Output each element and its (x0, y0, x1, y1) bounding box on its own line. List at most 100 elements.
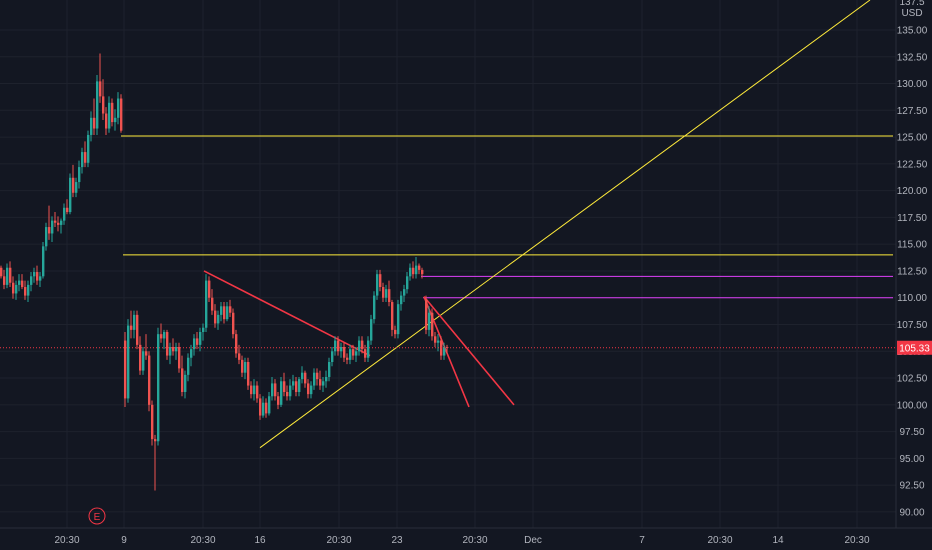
candle-body (443, 347, 446, 356)
candle (349, 344, 352, 365)
candle (42, 242, 45, 279)
candle-body (96, 81, 99, 129)
candle (286, 385, 289, 401)
price-tick-label: 107.50 (897, 320, 928, 331)
candle (117, 92, 120, 125)
candle (15, 280, 18, 300)
candle (355, 347, 358, 362)
candle-body (175, 347, 178, 352)
candle (253, 379, 256, 401)
candle-body (208, 280, 211, 298)
candle (178, 342, 181, 373)
candle (90, 111, 93, 142)
candle (57, 216, 60, 232)
time-tick-label: Dec (524, 535, 542, 546)
price-axis-background (896, 0, 932, 550)
candle-body (409, 267, 412, 277)
candle-body (325, 376, 328, 382)
currency-label: USD (901, 8, 922, 19)
candle (187, 353, 190, 382)
candle-body (343, 347, 346, 358)
candle-body (18, 280, 21, 285)
candle-body (355, 351, 358, 356)
candle (133, 310, 136, 339)
candle (304, 370, 307, 388)
candle-body (349, 349, 352, 360)
candle (334, 336, 337, 356)
price-tick-label: 102.50 (897, 374, 928, 385)
candle-body (84, 152, 87, 163)
candle-body (379, 274, 382, 288)
candle-body (274, 383, 277, 397)
candle (99, 53, 102, 103)
trend-line[interactable] (259, 0, 871, 449)
candle (376, 269, 379, 300)
candle-body (111, 102, 114, 123)
candle-body (370, 319, 373, 341)
candle-body (310, 385, 313, 395)
candle (72, 164, 75, 198)
candle (48, 205, 51, 240)
candle-body (163, 332, 166, 339)
candle (241, 355, 244, 377)
trend-line[interactable] (423, 296, 515, 406)
earnings-marker-label: E (94, 512, 101, 523)
candle (361, 336, 364, 354)
trend-line[interactable] (203, 270, 371, 357)
candle (160, 323, 163, 343)
candle (145, 334, 148, 360)
candle (139, 336, 142, 375)
candle-body (394, 329, 397, 335)
candle (229, 299, 232, 318)
candle (172, 338, 175, 356)
candle (60, 218, 63, 234)
earnings-marker-circle (88, 507, 106, 525)
candle (235, 329, 238, 358)
candle-body (93, 117, 96, 129)
candle (331, 347, 334, 367)
candle-body (265, 402, 268, 414)
candle-body (9, 267, 12, 283)
candle-body (196, 338, 199, 345)
candle (54, 212, 57, 228)
last-price-value: 105.33 (899, 343, 930, 354)
time-tick-label: 20:30 (54, 535, 79, 546)
candle (169, 342, 172, 365)
candle (136, 310, 139, 350)
candle (310, 381, 313, 399)
candle-body (136, 314, 139, 345)
candle-body (334, 340, 337, 352)
time-tick-label: 20:30 (462, 535, 487, 546)
candle-body (286, 391, 289, 397)
candle (51, 216, 54, 243)
price-tick-label: 100.00 (897, 400, 928, 411)
price-tick-label: 120.00 (897, 186, 928, 197)
candle (27, 280, 30, 303)
candle (370, 314, 373, 345)
price-axis[interactable]: 137.5 USD 135.00 132.50 130.00 127.50 125.00… (895, 0, 932, 550)
candle-body (223, 306, 226, 320)
candle (0, 265, 3, 279)
time-axis[interactable]: 20:30 9 20:30 16 20:30 23 20:30 Dec 7 20:30 14 20:3… (0, 527, 932, 546)
candle-body (190, 349, 193, 358)
earnings-marker[interactable]: E (88, 507, 106, 525)
candle-body (340, 347, 343, 352)
candle-body (54, 220, 57, 223)
time-axis-ticks: 20:30 9 20:30 16 20:30 23 20:30 Dec 7 20:30 14 20:3… (54, 535, 869, 546)
candle (81, 147, 84, 174)
candle (268, 391, 271, 416)
candle (274, 379, 277, 401)
price-tick-label: 132.50 (897, 52, 928, 63)
candle-body (142, 351, 145, 371)
candle-body (316, 372, 319, 380)
drawings[interactable] (121, 0, 893, 449)
candle-body (331, 351, 334, 362)
candle-body (12, 282, 15, 294)
price-tick-label: 127.50 (897, 106, 928, 117)
candle (244, 357, 247, 380)
candle-body (90, 117, 93, 135)
candle (205, 274, 208, 333)
candle-body (271, 383, 274, 397)
candle (238, 344, 241, 365)
